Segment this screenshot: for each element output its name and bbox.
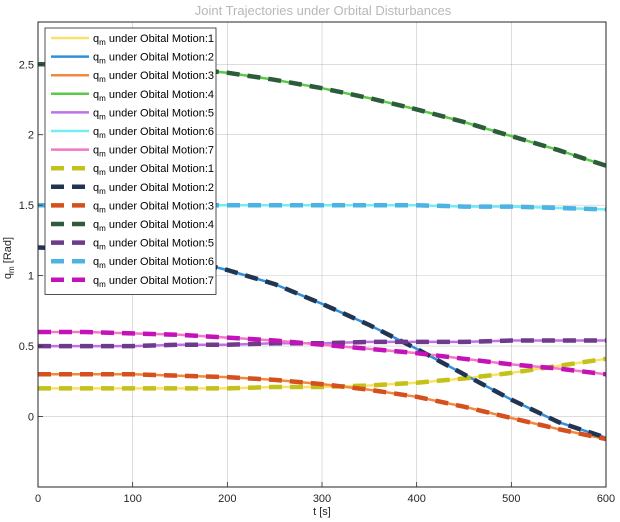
- legend-label: qm under Obital Motion:6: [93, 126, 214, 140]
- legend-label-main: q: [93, 219, 99, 231]
- legend-label-name: under Obital Motion:4: [106, 219, 214, 231]
- legend-label-sub: m: [99, 150, 106, 159]
- y-tick-label: 1.5: [19, 200, 34, 212]
- legend: qm under Obital Motion:1qm under Obital …: [44, 27, 217, 295]
- legend-label-name: under Obital Motion:6: [106, 126, 214, 138]
- x-tick-label: 200: [218, 493, 236, 505]
- legend-label-sub: m: [99, 187, 106, 196]
- legend-label-sub: m: [99, 168, 106, 177]
- chart-title: Joint Trajectories under Orbital Disturb…: [195, 3, 452, 18]
- legend-label-sub: m: [99, 280, 106, 289]
- series-line-10: [38, 372, 607, 442]
- legend-label-sub: m: [99, 112, 106, 121]
- legend-label-sub: m: [99, 261, 106, 270]
- legend-label-main: q: [93, 256, 99, 268]
- legend-label: qm under Obital Motion:3: [93, 200, 214, 214]
- legend-label-sub: m: [99, 205, 106, 214]
- legend-label-main: q: [93, 163, 99, 175]
- legend-label-sub: m: [99, 131, 106, 140]
- legend-label-sub: m: [99, 243, 106, 252]
- legend-label: qm under Obital Motion:4: [93, 219, 214, 233]
- x-tick-label: 500: [502, 493, 520, 505]
- legend-box: [44, 27, 217, 295]
- legend-label-name: under Obital Motion:6: [106, 256, 214, 268]
- legend-label-main: q: [93, 70, 99, 82]
- y-tick-label: 2: [28, 130, 34, 142]
- y-axis-label-tail: [Rad]: [2, 237, 14, 266]
- series-line-8: [38, 356, 607, 391]
- legend-label-name: under Obital Motion:1: [106, 163, 214, 175]
- y-tick-label: 0: [28, 412, 34, 424]
- legend-label-name: under Obital Motion:7: [106, 275, 214, 287]
- legend-label-main: q: [93, 182, 99, 194]
- tick-labels: 0 100 200 300 400 500 600 0 0.5 1 1.5 2 2.5: [19, 59, 615, 505]
- legend-label: qm under Obital Motion:4: [93, 89, 214, 103]
- y-axis-label: qm [Rad]: [2, 237, 16, 279]
- legend-label-main: q: [93, 107, 99, 119]
- x-tick-label: 300: [313, 493, 331, 505]
- legend-label: qm under Obital Motion:7: [93, 145, 214, 159]
- legend-label-name: under Obital Motion:2: [106, 52, 214, 64]
- y-tick-label: 0.5: [19, 341, 34, 353]
- series-line-14: [38, 329, 607, 377]
- x-axis-label: t [s]: [313, 506, 331, 518]
- legend-label-main: q: [93, 145, 99, 157]
- legend-label-sub: m: [99, 94, 106, 103]
- legend-label-main: q: [93, 238, 99, 250]
- x-tick-label: 100: [123, 493, 141, 505]
- y-axis-label-main: q: [2, 273, 14, 279]
- legend-label: qm under Obital Motion:2: [93, 182, 214, 196]
- legend-label: qm under Obital Motion:5: [93, 238, 214, 252]
- legend-label-name: under Obital Motion:7: [106, 145, 214, 157]
- legend-label-main: q: [93, 33, 99, 45]
- legend-label: qm under Obital Motion:1: [93, 33, 214, 47]
- legend-label: qm under Obital Motion:3: [93, 70, 214, 84]
- legend-label-sub: m: [99, 75, 106, 84]
- legend-label-sub: m: [99, 38, 106, 47]
- legend-label: qm under Obital Motion:6: [93, 256, 214, 270]
- legend-label-name: under Obital Motion:4: [106, 89, 214, 101]
- legend-label-main: q: [93, 275, 99, 287]
- legend-label-main: q: [93, 89, 99, 101]
- legend-label-sub: m: [99, 224, 106, 233]
- x-tick-label: 600: [597, 493, 615, 505]
- legend-label-sub: m: [99, 57, 106, 66]
- legend-label-name: under Obital Motion:1: [106, 33, 214, 45]
- legend-label-main: q: [93, 200, 99, 212]
- x-tick-label: 400: [407, 493, 425, 505]
- x-tick-label: 0: [35, 493, 41, 505]
- legend-label-name: under Obital Motion:5: [106, 238, 214, 250]
- y-tick-label: 1: [28, 271, 34, 283]
- legend-label: qm under Obital Motion:5: [93, 107, 214, 121]
- y-tick-label: 2.5: [19, 59, 34, 71]
- legend-label-name: under Obital Motion:3: [106, 200, 214, 212]
- y-axis-label-sub: m: [7, 266, 16, 273]
- legend-label: qm under Obital Motion:1: [93, 163, 214, 177]
- legend-label: qm under Obital Motion:7: [93, 275, 214, 289]
- legend-label: qm under Obital Motion:2: [93, 52, 214, 66]
- legend-label-name: under Obital Motion:3: [106, 70, 214, 82]
- legend-label-name: under Obital Motion:5: [106, 107, 214, 119]
- legend-label-main: q: [93, 52, 99, 64]
- legend-label-name: under Obital Motion:2: [106, 182, 214, 194]
- legend-label-main: q: [93, 126, 99, 138]
